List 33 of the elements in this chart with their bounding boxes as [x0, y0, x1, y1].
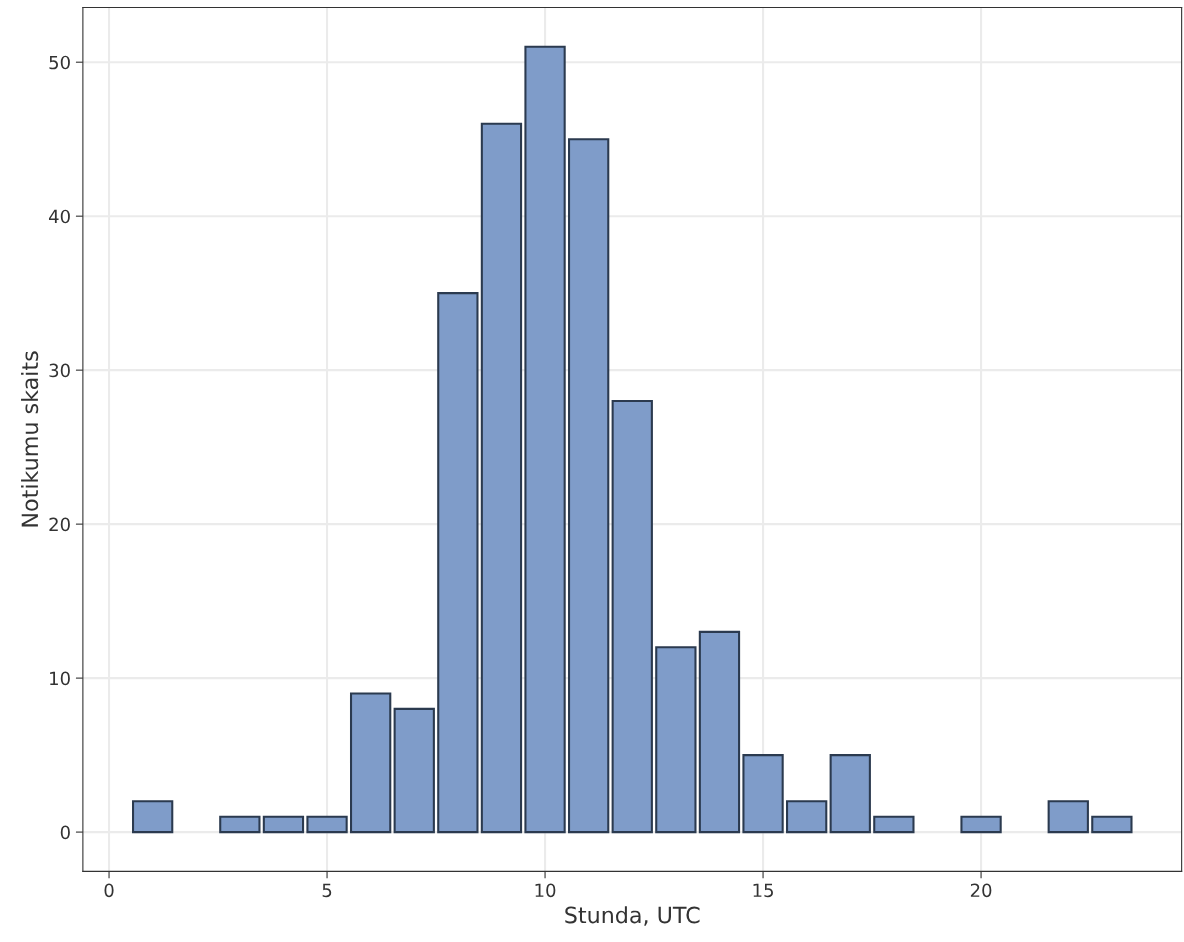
x-axis-title: Stunda, UTC	[565, 906, 700, 926]
bar	[1091, 815, 1133, 834]
bar	[742, 754, 784, 834]
x-tick-label: 0	[104, 883, 114, 898]
x-tick-label: 15	[753, 883, 773, 898]
bar	[873, 815, 915, 834]
bar	[219, 815, 261, 834]
bar	[655, 646, 697, 834]
bar	[786, 800, 828, 834]
bar	[1047, 800, 1089, 834]
y-tick-label: 10	[50, 671, 70, 686]
bar	[480, 122, 523, 834]
bar	[306, 815, 348, 834]
bar	[611, 399, 653, 834]
x-tick-label: 20	[970, 883, 992, 898]
bar	[698, 630, 741, 834]
y-tick-label: 20	[49, 517, 70, 532]
bar	[437, 292, 479, 834]
x-tick-label: 10	[535, 883, 556, 898]
bar	[567, 138, 610, 834]
bar	[524, 45, 566, 834]
y-tick-label: 40	[48, 209, 70, 224]
y-axis-title: Notikumu skaits	[21, 351, 39, 527]
bar	[393, 707, 435, 834]
bar	[960, 815, 1002, 834]
bar	[829, 754, 871, 834]
y-tick-label: 50	[49, 55, 70, 70]
bar	[349, 692, 392, 834]
x-tick-label: 5	[322, 883, 332, 898]
y-tick-label: 0	[60, 825, 70, 840]
bar	[131, 800, 174, 834]
y-tick-label: 30	[49, 363, 70, 378]
bar	[262, 815, 305, 834]
